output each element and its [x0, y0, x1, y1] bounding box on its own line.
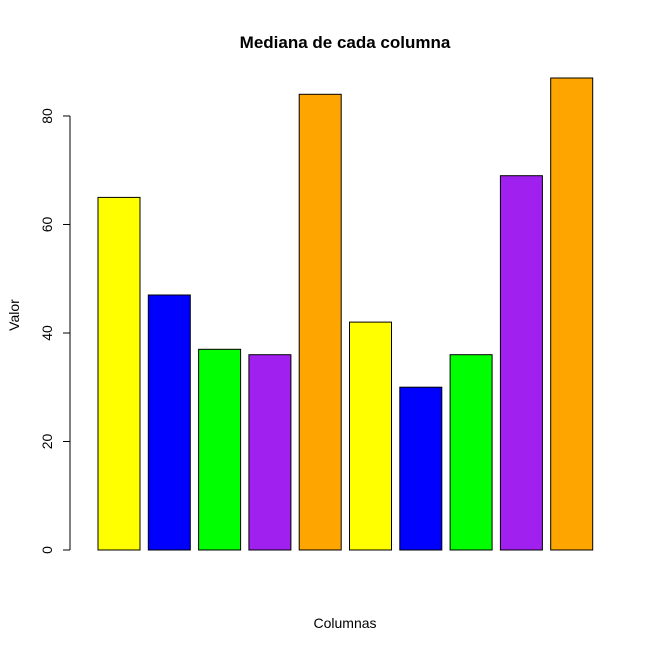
chart-title: Mediana de cada columna — [240, 33, 451, 52]
y-tick-label: 40 — [39, 325, 55, 341]
y-axis-label: Valor — [6, 299, 22, 331]
y-tick-label: 60 — [39, 216, 55, 232]
bar — [550, 77, 594, 551]
bar — [349, 321, 392, 551]
bar — [399, 386, 443, 551]
y-tick-label: 20 — [39, 433, 55, 449]
bar — [449, 354, 493, 551]
y-tick-label: 80 — [39, 108, 55, 124]
y-axis: 0 20 40 60 80 — [39, 108, 71, 554]
bar — [499, 175, 543, 551]
bar — [248, 354, 292, 551]
bar — [298, 93, 342, 551]
y-tick-label: 0 — [39, 546, 55, 554]
bars-group — [97, 77, 594, 551]
bar — [97, 196, 141, 551]
x-axis-label: Columnas — [313, 615, 376, 631]
bar — [198, 348, 242, 551]
bar — [147, 294, 191, 551]
